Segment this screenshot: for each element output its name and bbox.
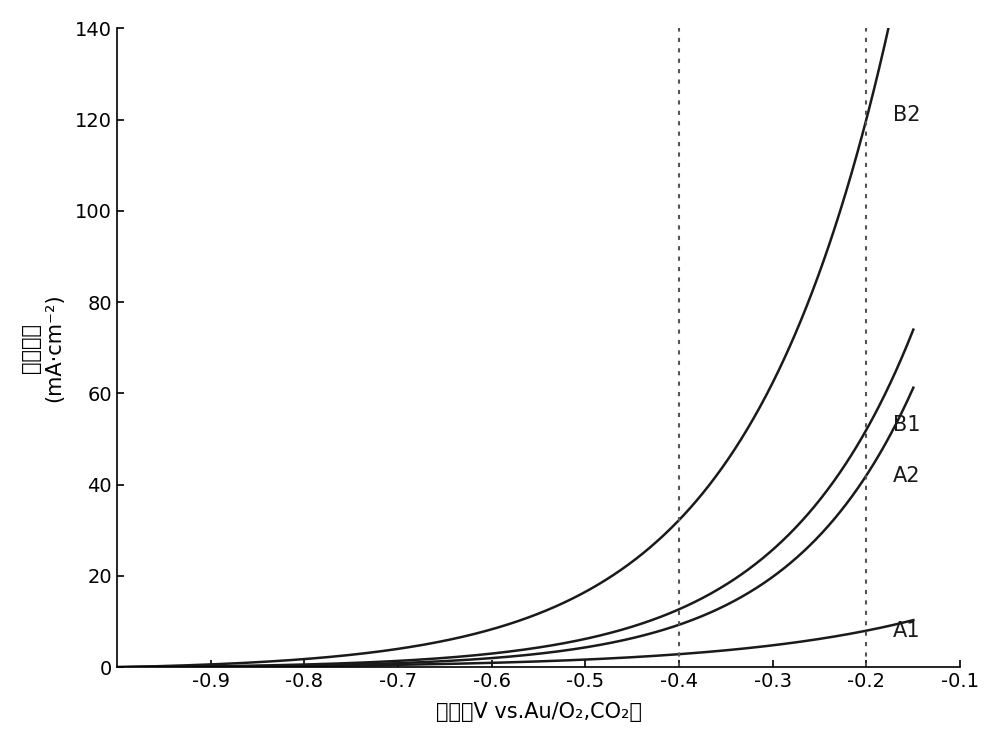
Y-axis label: 电流密度
(mA·cm⁻²): 电流密度 (mA·cm⁻²) (21, 293, 64, 402)
X-axis label: 电位（V vs.Au/O₂,CO₂）: 电位（V vs.Au/O₂,CO₂） (436, 702, 642, 722)
Text: B2: B2 (893, 105, 920, 125)
Text: B1: B1 (893, 415, 920, 435)
Text: A2: A2 (893, 466, 920, 485)
Text: A1: A1 (893, 620, 920, 640)
